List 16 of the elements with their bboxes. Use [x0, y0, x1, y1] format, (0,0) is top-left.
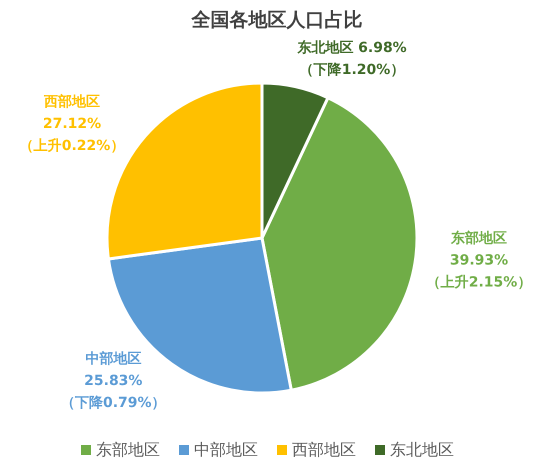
slice-label: 东部地区 — [450, 230, 507, 247]
data-label: 27.12% — [42, 116, 102, 132]
chart-title: 全国各地区人口占比 — [190, 9, 362, 31]
text: （上升0.22%） — [20, 136, 124, 154]
legend-label: 中部地区 — [194, 440, 258, 459]
data-label: 39.93% — [450, 252, 508, 269]
text: （上升2.15%） — [426, 274, 532, 291]
slice-label: 西部地区 — [43, 92, 100, 110]
slice-label: 中部地区 — [85, 350, 142, 368]
legend-label: 西部地区 — [292, 440, 356, 459]
legend-label: 东部地区 — [96, 440, 160, 459]
text: （下降0.79%） — [61, 395, 166, 412]
data-label: 25.83% — [84, 373, 142, 390]
category-label: 东北地区 6.98% — [297, 40, 407, 56]
legend-label: 东北地区 — [390, 440, 454, 459]
text: （下降1.20%） — [300, 62, 404, 78]
